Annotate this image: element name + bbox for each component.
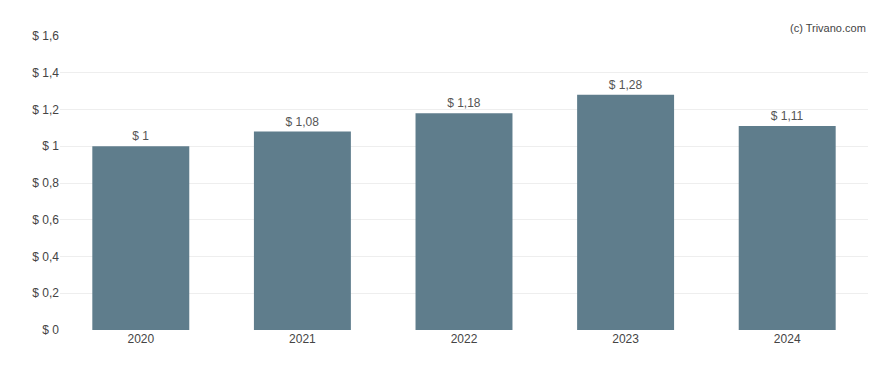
svg-text:$ 1: $ 1: [132, 129, 149, 143]
svg-text:$ 1: $ 1: [42, 139, 59, 153]
svg-text:$ 0,2: $ 0,2: [32, 286, 59, 300]
svg-text:$ 1,4: $ 1,4: [32, 66, 59, 80]
svg-text:$ 1,11: $ 1,11: [771, 109, 804, 123]
svg-text:$ 1,08: $ 1,08: [286, 115, 320, 129]
svg-text:(c) Trivano.com: (c) Trivano.com: [790, 22, 866, 34]
svg-text:2022: 2022: [451, 332, 478, 346]
svg-text:$ 1,6: $ 1,6: [32, 29, 59, 43]
svg-text:2023: 2023: [612, 332, 639, 346]
svg-text:$ 1,2: $ 1,2: [32, 103, 59, 117]
svg-text:2024: 2024: [774, 332, 801, 346]
svg-text:$ 0,8: $ 0,8: [32, 176, 59, 190]
svg-text:2021: 2021: [289, 332, 316, 346]
svg-text:$ 0,6: $ 0,6: [32, 213, 59, 227]
svg-text:$ 1,18: $ 1,18: [447, 96, 481, 110]
svg-text:$ 1,28: $ 1,28: [609, 78, 643, 92]
svg-text:$ 0,4: $ 0,4: [32, 250, 59, 264]
svg-text:2020: 2020: [127, 332, 154, 346]
svg-text:$ 0: $ 0: [42, 323, 59, 337]
